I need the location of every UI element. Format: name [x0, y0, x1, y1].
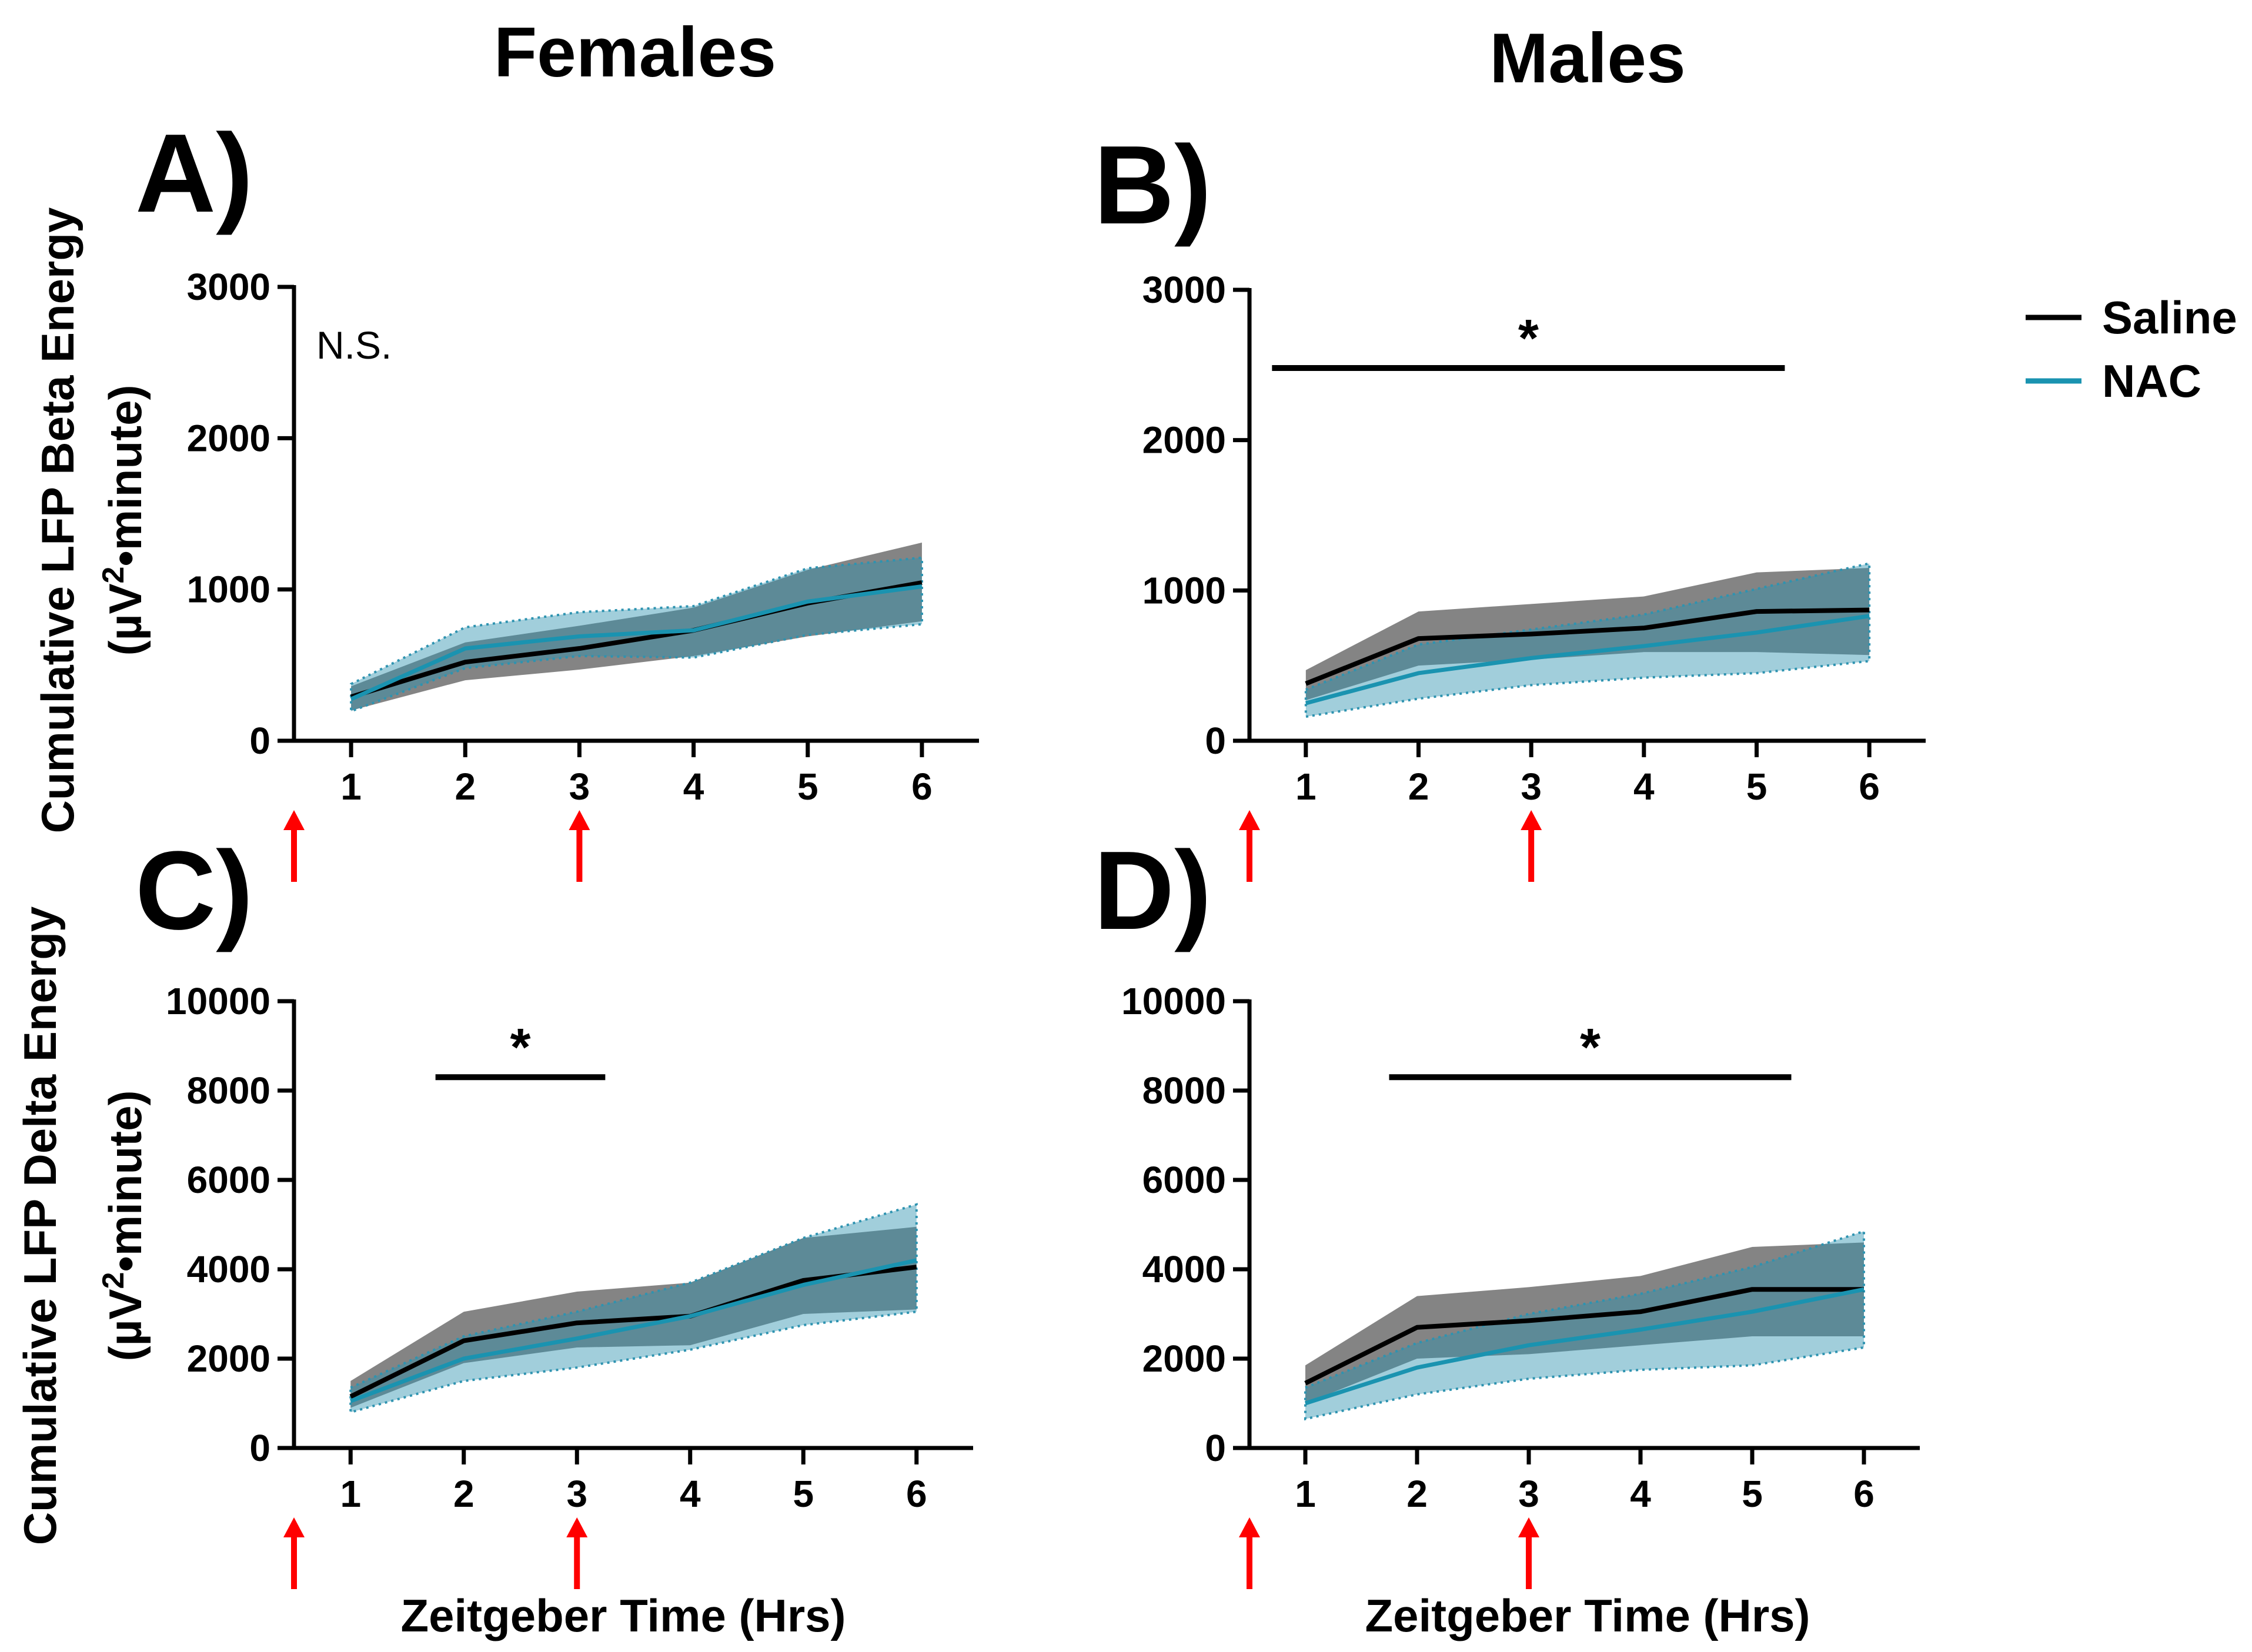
band-saline-a [351, 542, 922, 711]
column-title-females: Females [494, 13, 776, 92]
line-nac-d [1304, 1287, 1865, 1406]
x-tick-label-a: 1 [340, 765, 362, 808]
y-label-beta-line2: (µV2•minute) [96, 385, 151, 656]
x-tick-label-b: 2 [1408, 765, 1429, 808]
x-tick-label-b: 6 [1859, 765, 1880, 808]
y-tick-label-b: 3000 [1142, 269, 1226, 311]
y-tick-label-a: 1000 [187, 568, 270, 611]
arrow-head-a-0 [283, 810, 305, 830]
y-tick-label-d: 8000 [1142, 1069, 1226, 1112]
y-tick-label-c: 10000 [166, 980, 270, 1022]
band-saline-d [1305, 1242, 1864, 1403]
x-tick-label-a: 6 [911, 765, 933, 808]
y-label-beta: Cumulative LFP Beta Energy (µV2•minute) [32, 208, 151, 834]
x-tick-label-d: 1 [1295, 1473, 1316, 1515]
arrow-head-b-1 [1521, 810, 1542, 830]
arrow-head-d-0 [1239, 1517, 1260, 1537]
y-tick-label-d: 4000 [1142, 1248, 1226, 1290]
column-title-males: Males [1489, 19, 1686, 98]
line-nac-b [1305, 614, 1870, 705]
significance-star-d: * [1580, 1018, 1601, 1077]
arrow-head-c-0 [283, 1517, 305, 1537]
y-label-delta: Cumulative LFP Delta Energy (µV2•minute) [14, 907, 151, 1546]
significance-star-c: * [510, 1018, 530, 1077]
x-tick-label-a: 4 [683, 765, 704, 808]
x-tick-label-c: 1 [340, 1473, 361, 1515]
legend: Saline NAC [2026, 292, 2237, 407]
line-saline-d [1304, 1287, 1864, 1386]
x-label-left: Zeitgeber Time (Hrs) [400, 1590, 846, 1641]
band-nac-c [349, 1203, 918, 1414]
x-label-right: Zeitgeber Time (Hrs) [1365, 1590, 1810, 1641]
y-tick-label-d: 6000 [1142, 1159, 1226, 1201]
y-label-delta-line1: Cumulative LFP Delta Energy [14, 907, 66, 1546]
x-tick-label-c: 5 [793, 1473, 814, 1515]
x-tick-label-a: 3 [569, 765, 590, 808]
x-tick-label-a: 5 [797, 765, 818, 808]
y-tick-label-d: 10000 [1121, 980, 1226, 1022]
x-tick-label-c: 6 [906, 1473, 927, 1515]
y-tick-label-a: 2000 [187, 417, 270, 459]
y-tick-label-d: 2000 [1142, 1337, 1226, 1380]
annotation-ns-a: N.S. [316, 323, 392, 367]
x-tick-label-b: 4 [1633, 765, 1655, 808]
x-tick-label-b: 1 [1295, 765, 1317, 808]
legend-label-saline: Saline [2102, 292, 2237, 343]
x-tick-label-a: 2 [455, 765, 476, 808]
y-tick-label-d: 0 [1205, 1427, 1226, 1469]
y-tick-label-a: 0 [249, 720, 270, 762]
y-tick-label-b: 2000 [1142, 419, 1226, 462]
panel-letter-d: D) [1094, 828, 1211, 953]
x-tick-label-d: 2 [1406, 1473, 1428, 1515]
y-tick-label-c: 2000 [187, 1337, 270, 1380]
panel-c: C) 0 2000 4000 6000 8000 10000 1 2 3 4 5 6 * [135, 828, 973, 1589]
arrow-head-d-1 [1518, 1517, 1539, 1537]
x-tick-label-c: 3 [566, 1473, 587, 1515]
band-nac-b [1304, 561, 1871, 718]
x-tick-label-b: 5 [1746, 765, 1767, 808]
panel-letter-a: A) [135, 111, 253, 236]
panel-letter-b: B) [1094, 123, 1211, 248]
y-tick-label-c: 4000 [187, 1248, 270, 1290]
arrow-head-b-0 [1239, 810, 1260, 830]
y-tick-label-c: 8000 [187, 1069, 270, 1112]
panel-a: A) 0 1000 2000 3000 1 2 3 4 5 6 N.S. [135, 111, 979, 882]
x-tick-label-d: 4 [1630, 1473, 1651, 1515]
y-tick-label-c: 6000 [187, 1159, 270, 1201]
x-tick-label-d: 5 [1742, 1473, 1763, 1515]
line-nac-a [350, 584, 923, 701]
y-tick-label-b: 0 [1205, 720, 1226, 762]
y-tick-label-c: 0 [249, 1427, 270, 1469]
x-tick-label-d: 3 [1518, 1473, 1539, 1515]
line-saline-b [1305, 607, 1870, 686]
x-tick-label-b: 3 [1521, 765, 1542, 808]
line-nac-c [350, 1258, 917, 1403]
y-tick-label-a: 3000 [187, 266, 270, 308]
arrow-head-a-1 [569, 810, 590, 830]
legend-label-nac: NAC [2102, 355, 2201, 407]
y-label-delta-line2: (µV2•minute) [96, 1091, 151, 1362]
arrow-head-c-1 [566, 1517, 588, 1537]
x-tick-label-d: 6 [1853, 1473, 1875, 1515]
x-tick-label-c: 4 [680, 1473, 701, 1515]
panel-d: D) 0 2000 4000 6000 8000 10000 1 2 3 4 5 6 * [1094, 828, 1920, 1589]
panel-letter-c: C) [135, 828, 253, 953]
band-saline-b [1305, 567, 1870, 700]
x-tick-label-c: 2 [453, 1473, 475, 1515]
band-nac-d [1304, 1229, 1865, 1421]
significance-star-b: * [1518, 309, 1539, 368]
panel-b: B) 0 1000 2000 3000 1 2 3 4 5 6 * [1094, 123, 1926, 882]
y-label-beta-line1: Cumulative LFP Beta Energy [32, 208, 83, 834]
line-saline-c [349, 1265, 917, 1399]
y-tick-label-b: 1000 [1142, 569, 1226, 611]
